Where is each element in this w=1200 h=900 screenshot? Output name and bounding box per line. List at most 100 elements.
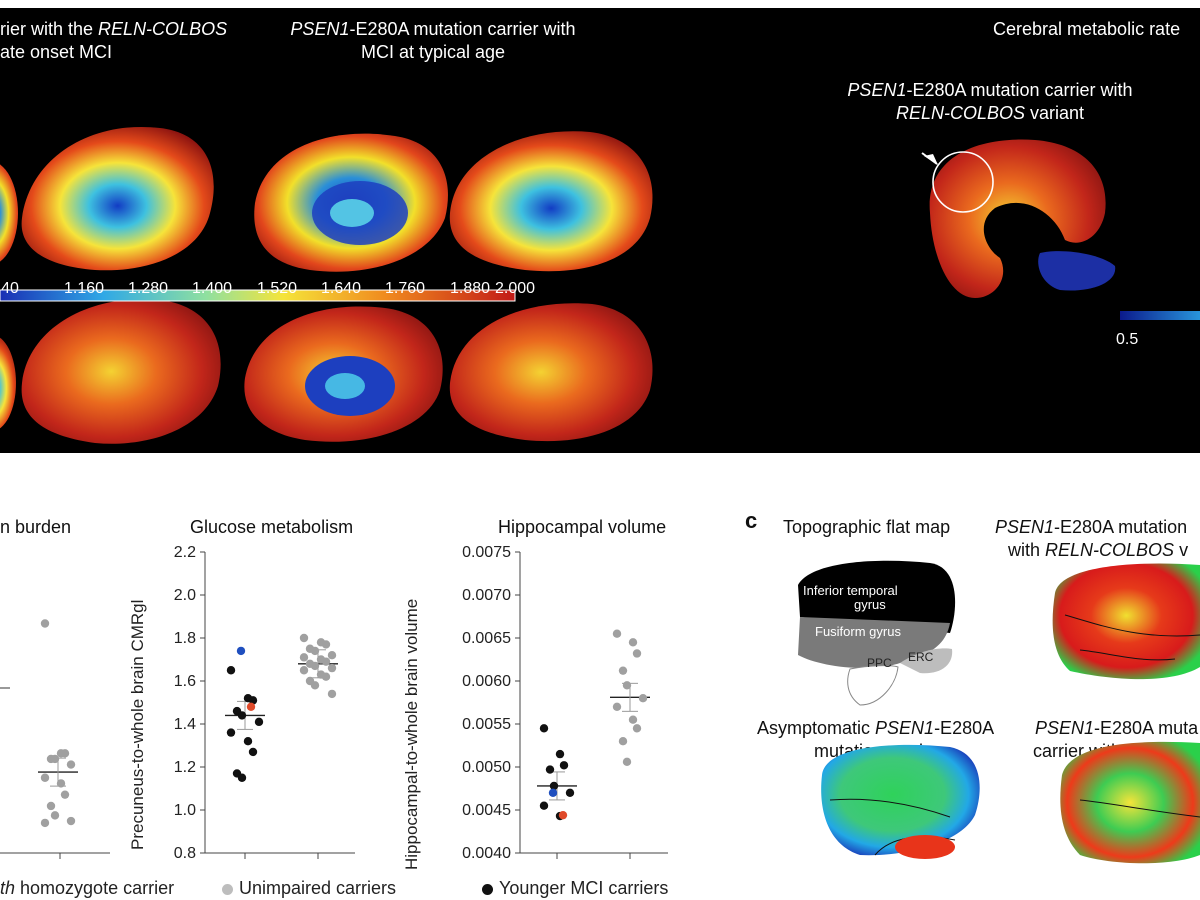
data-point [632,649,642,658]
y-tick-label: 1.6 [174,673,196,690]
region-gyrus: gyrus [854,597,886,612]
data-point [66,816,76,826]
chart1-title: n burden [0,517,72,537]
brain-renders [0,126,1200,444]
data-point [622,757,632,767]
data-point [539,724,549,733]
legend-black-dot [482,883,493,895]
data-point [555,749,565,759]
data-point [237,711,247,720]
flatmap-title: Topographic flat map [783,517,951,537]
data-point [237,773,247,782]
data-point [632,724,642,733]
colorbar-tick: 1.160 [63,280,105,297]
y-tick-label: 1.0 [174,802,196,819]
flatmap-asym-title: Asymptomatic PSEN1-E280A [757,718,995,738]
data-point [40,818,50,828]
data-point [612,629,622,638]
data-point [50,754,60,764]
data-point [310,661,320,671]
data-point [56,779,66,788]
colorbar-tick: 40 [1,280,19,297]
data-point [321,672,331,681]
chart2-ylabel: Precuneus-to-whole brain CMRgl [128,599,147,850]
y-tick-label: 0.0050 [462,759,511,776]
panel-right-subtitle: PSEN1-E280A mutation carrier with [847,80,1133,100]
data-point [327,663,337,673]
y-tick-label: 2.0 [174,587,196,604]
panel-a-heading-left-2: ate onset MCI [0,42,113,62]
data-point [46,801,56,811]
data-point [248,696,258,705]
data-point [50,811,60,820]
highlight-point [236,646,246,656]
brain-figure-panel: rier with the RELN-COLBOS ate onset MCI … [0,8,1200,453]
data-point [539,801,549,810]
flatmap-typical-title: PSEN1-E280A muta [1035,718,1199,738]
data-point [60,749,70,758]
y-tick-label: 0.0060 [462,673,511,690]
data-point [226,728,236,737]
highlight-point [246,702,256,711]
y-tick-label: 0.0070 [462,587,511,604]
y-tick-label: 0.0075 [462,544,511,561]
panel-a-heading-mid: PSEN1-E280A mutation carrier with [290,19,576,39]
region-inferior-temporal: Inferior temporal [803,583,898,598]
data-point [628,638,638,647]
data-point [565,788,575,797]
data-point [618,666,628,675]
data-point [60,790,70,799]
region-ppc: PPC [867,656,892,670]
data-point [638,694,648,703]
panel-c-letter: c [745,508,758,533]
data-point [299,633,309,643]
colorbar-tick: 1.640 [320,280,362,297]
data-point [618,737,628,746]
data-point [248,747,258,757]
data-point [612,702,622,711]
data-point [66,760,76,769]
y-tick-label: 0.0040 [462,845,511,862]
legend-gray-dot [222,883,233,895]
colorbar-tick: 1.520 [256,280,298,297]
chart3-ylabel: Hippocampal-to-whole brain volume [402,598,421,870]
data-point [310,646,320,656]
y-tick-label: 1.4 [174,716,196,733]
data-point [254,717,264,727]
y-tick-label: 0.0055 [462,716,511,733]
legend-younger-mci: Younger MCI carriers [482,878,668,899]
data-point [226,666,236,675]
data-point [622,681,632,690]
highlight-point [548,788,558,797]
colorbar-tick: 2.000 [494,280,536,297]
y-tick-label: 2.2 [174,544,196,561]
flatmap-reln-title-2: with RELN-COLBOS v [1008,540,1189,560]
highlight-point [558,810,568,820]
panel-right-heading: Cerebral metabolic rate [993,19,1181,39]
data-point [243,737,253,746]
data-point [310,681,320,690]
region-erc: ERC [908,650,934,664]
chart3-title: Hippocampal volume [498,517,667,537]
data-point [299,666,309,675]
y-tick-label: 1.8 [174,630,196,647]
data-point [545,765,555,774]
y-tick-label: 0.0045 [462,802,511,819]
y-tick-label: 0.0065 [462,630,511,647]
colorbar-tick: 1.880 [449,280,491,297]
data-point [321,657,331,666]
data-point [40,619,50,628]
highlight-circle [932,151,994,213]
colorbar-tick: 1.760 [384,280,426,297]
colorbar-tick: 1.280 [127,280,169,297]
panel-right-subtitle-2: RELN-COLBOS variant [895,103,1085,123]
colorbar-tick: 1.400 [191,280,233,297]
right-scale-min: 0.5 [1116,331,1139,348]
chart2-title: Glucose metabolism [190,517,354,537]
data-point [559,761,569,770]
flatmap-reln-title: PSEN1-E280A mutation [995,517,1188,537]
data-point [321,640,331,649]
data-point [327,689,337,699]
data-point [327,651,337,660]
data-point [40,773,50,782]
